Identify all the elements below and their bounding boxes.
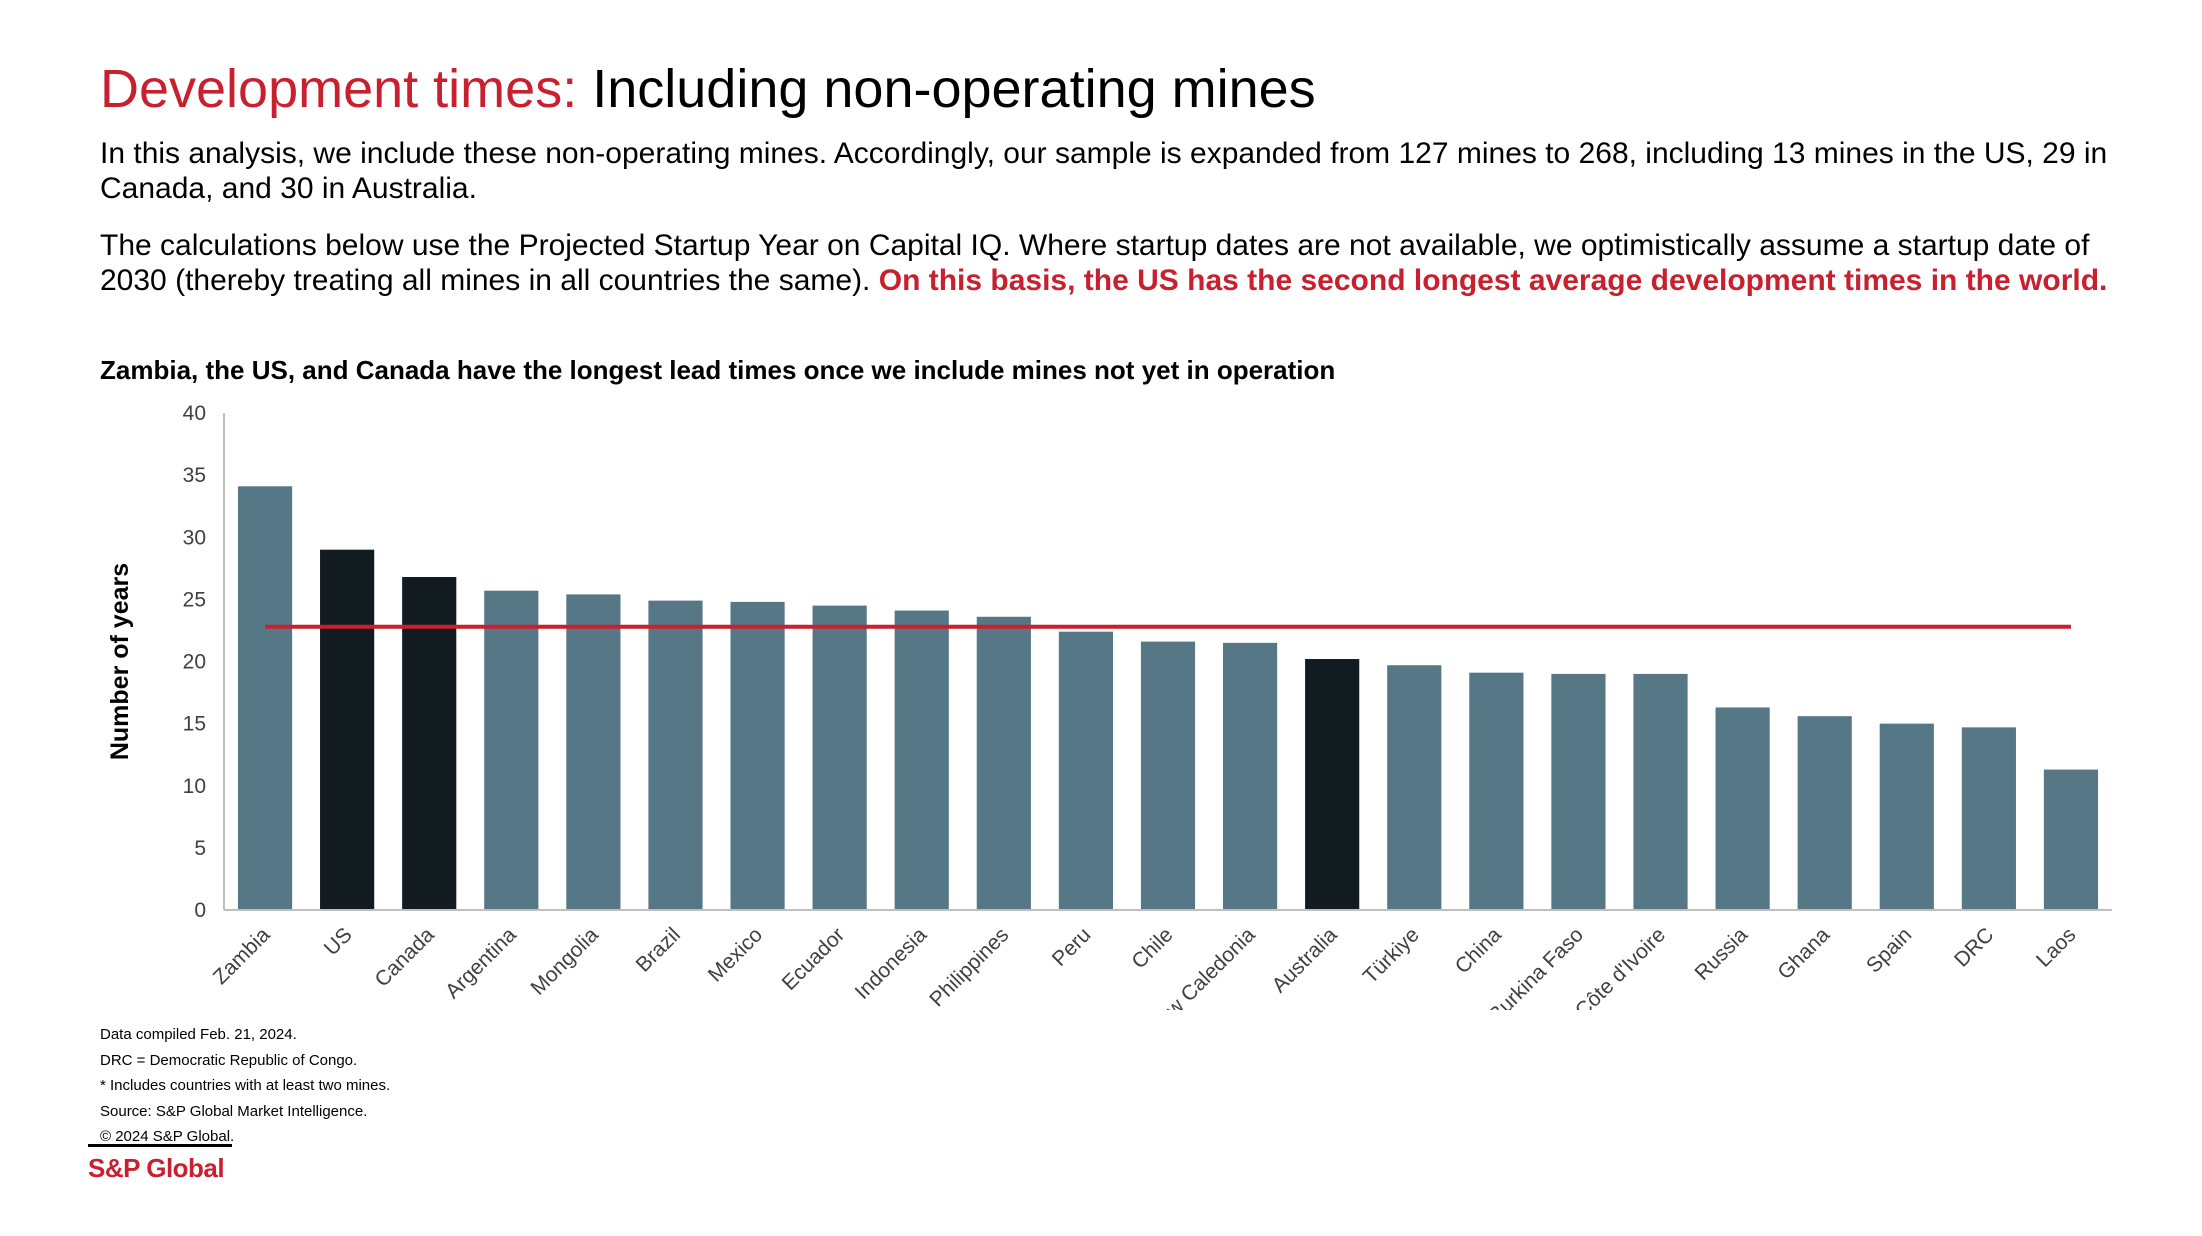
y-axis-label: Number of years bbox=[106, 563, 134, 760]
bar-mongolia bbox=[566, 594, 621, 910]
bar-laos bbox=[2043, 769, 2099, 910]
bar-spain bbox=[1879, 723, 1934, 910]
footnote-source: Source: S&P Global Market Intelligence. bbox=[100, 1102, 368, 1120]
x-tick-label-philippines: Philippines bbox=[925, 923, 1013, 1010]
title-rest: Including non-operating mines bbox=[592, 59, 1316, 119]
bar-cote-d-ivoire bbox=[1633, 673, 1688, 910]
bar-chart: 0 5 10 15 20 25 30 35 40 Zambia US Canada Argentina… bbox=[106, 402, 2112, 1010]
footnote-drc: DRC = Democratic Republic of Congo. bbox=[100, 1051, 358, 1069]
x-tick-label-russia: Russia bbox=[1690, 923, 1752, 985]
x-tick-label-australia: Australia bbox=[1268, 923, 1342, 997]
y-tick-label: 10 bbox=[183, 775, 206, 798]
y-axis-ticks: 0 5 10 15 20 25 30 35 40 bbox=[183, 402, 206, 922]
x-tick-label-cote-d-ivoire: Côte d'Ivoire bbox=[1571, 923, 1670, 1010]
bar-argentina bbox=[484, 590, 539, 910]
intro-paragraph-2-highlight: On this basis, the US has the second lon… bbox=[878, 264, 2108, 297]
x-tick-label-indonesia: Indonesia bbox=[851, 923, 932, 1004]
footnote-copyright: © 2024 S&P Global. bbox=[100, 1128, 235, 1145]
y-tick-label: 35 bbox=[183, 464, 206, 487]
x-tick-label-spain: Spain bbox=[1862, 923, 1916, 977]
bar-us bbox=[320, 549, 375, 910]
bar-chile bbox=[1140, 641, 1196, 910]
y-tick-label: 0 bbox=[194, 899, 206, 922]
bar-canada bbox=[402, 577, 457, 910]
bar-zambia bbox=[237, 486, 293, 910]
bar-ghana bbox=[1797, 716, 1852, 910]
x-tick-label-ecuador: Ecuador bbox=[778, 923, 850, 995]
y-tick-label: 20 bbox=[183, 651, 206, 674]
bar-drc bbox=[1961, 727, 2016, 910]
y-tick-label: 15 bbox=[183, 713, 206, 736]
bars bbox=[237, 486, 2099, 910]
x-tick-label-china: China bbox=[1451, 923, 1506, 978]
intro-paragraph-2-text: The calculations below use the Projected… bbox=[100, 229, 2090, 297]
x-axis-labels: Zambia US Canada Argentina Mongolia Brazil Mex… bbox=[209, 923, 2081, 1010]
x-tick-label-us: US bbox=[320, 923, 357, 960]
bar-ecuador bbox=[812, 605, 867, 910]
y-tick-label: 25 bbox=[183, 588, 206, 611]
slide-title: Development times: Including non-operati… bbox=[100, 54, 1316, 124]
y-tick-label: 40 bbox=[183, 402, 206, 425]
bar-peru bbox=[1058, 631, 1114, 910]
footnote-countries: * Includes countries with at least two m… bbox=[100, 1077, 391, 1094]
x-tick-label-laos: Laos bbox=[2032, 923, 2080, 971]
bar-burkina-faso bbox=[1551, 673, 1606, 910]
bar-new-caledonia bbox=[1222, 642, 1278, 910]
chart-title: Zambia, the US, and Canada have the long… bbox=[100, 355, 1336, 385]
x-tick-label-turkiye: Türkiye bbox=[1359, 923, 1424, 988]
title-accent: Development times: bbox=[100, 59, 578, 119]
x-tick-label-peru: Peru bbox=[1048, 923, 1096, 971]
bar-russia bbox=[1715, 707, 1770, 910]
bar-mexico bbox=[730, 601, 785, 910]
bar-indonesia bbox=[894, 610, 949, 910]
x-tick-label-chile: Chile bbox=[1127, 923, 1177, 973]
footnote-date: Data compiled Feb. 21, 2024. bbox=[100, 1026, 297, 1043]
x-tick-label-mongolia: Mongolia bbox=[526, 923, 603, 1000]
bar-china bbox=[1469, 672, 1524, 910]
footnotes: Data compiled Feb. 21, 2024. DRC = Democ… bbox=[100, 1022, 390, 1150]
bar-australia bbox=[1305, 659, 1360, 910]
y-tick-label: 30 bbox=[183, 526, 206, 549]
intro-paragraph-1: In this analysis, we include these non-o… bbox=[100, 137, 2108, 205]
x-tick-label-drc: DRC bbox=[1950, 923, 1998, 971]
x-tick-label-canada: Canada bbox=[370, 923, 439, 992]
bar-turkiye bbox=[1387, 665, 1442, 910]
x-tick-label-ghana: Ghana bbox=[1773, 923, 1834, 984]
x-tick-label-mexico: Mexico bbox=[704, 923, 767, 986]
intro-paragraph-2: The calculations below use the Projected… bbox=[100, 228, 2110, 298]
bar-philippines bbox=[976, 616, 1031, 910]
bar-brazil bbox=[648, 600, 703, 910]
x-tick-label-argentina: Argentina bbox=[441, 923, 521, 1003]
x-tick-label-zambia: Zambia bbox=[209, 923, 275, 989]
x-tick-label-brazil: Brazil bbox=[632, 923, 685, 976]
y-tick-label: 5 bbox=[194, 837, 206, 860]
sp-global-logo: S&P Global bbox=[88, 1144, 232, 1184]
